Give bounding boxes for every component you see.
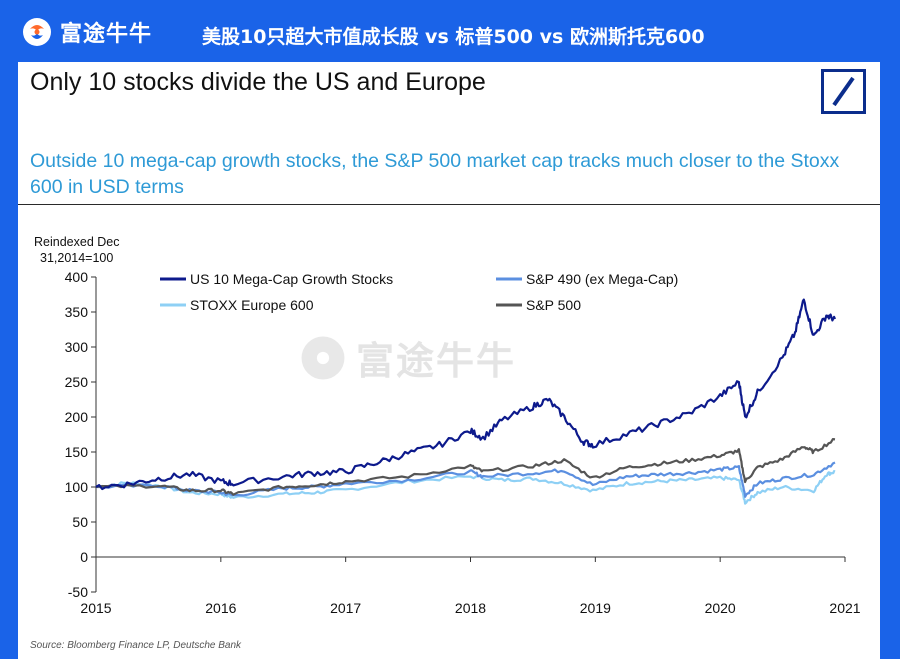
deutsche-bank-logo-icon xyxy=(821,69,866,114)
y-tick-label: 100 xyxy=(65,479,89,495)
x-tick-label: 2016 xyxy=(205,600,236,616)
futu-logo-icon xyxy=(23,18,51,46)
watermark-text: 富途牛牛 xyxy=(356,339,517,383)
y-axis: -50 0 50 100 150 200 250 300 350 400 xyxy=(65,269,97,600)
y-label-line: Reindexed Dec xyxy=(34,235,119,249)
y-tick-label: 250 xyxy=(65,374,89,390)
x-tick-label: 2015 xyxy=(80,600,111,616)
slide-title: Only 10 stocks divide the US and Europe xyxy=(30,68,486,96)
y-tick-label: 0 xyxy=(80,549,88,565)
y-tick-label: 150 xyxy=(65,444,89,460)
y-label-line: 31,2014=100 xyxy=(40,251,113,265)
series-line xyxy=(95,470,836,505)
y-tick-label: 300 xyxy=(65,339,89,355)
y-tick-label: 200 xyxy=(65,409,89,425)
watermark: 富途牛牛 xyxy=(300,330,516,385)
series-lines xyxy=(95,298,837,505)
x-tick-label: 2019 xyxy=(580,600,611,616)
y-axis-label: Reindexed Dec 31,2014=100 xyxy=(34,235,119,265)
legend-label: S&P 490 (ex Mega-Cap) xyxy=(526,271,678,287)
x-tick-label: 2017 xyxy=(330,600,361,616)
source-note: Source: Bloomberg Finance LP, Deutsche B… xyxy=(30,640,242,651)
x-tick-label: 2020 xyxy=(705,600,736,616)
brand-name: 富途牛牛 xyxy=(60,22,153,47)
legend-label: STOXX Europe 600 xyxy=(190,297,314,313)
line-chart: Reindexed Dec 31,2014=100 -50 0 50 100 150 200… xyxy=(34,235,861,616)
y-tick-label: 50 xyxy=(72,514,88,530)
x-tick-label: 2021 xyxy=(829,600,860,616)
slide-subtitle: Outside 10 mega-cap growth stocks, the S… xyxy=(30,150,840,198)
top-banner: 富途牛牛 美股10只超大市值成长股 vs 标普500 vs 欧洲斯托克600 xyxy=(0,0,900,62)
slide-card: Only 10 stocks divide the US and Europe … xyxy=(18,62,880,659)
series-line xyxy=(95,298,837,491)
y-tick-label: 400 xyxy=(65,269,89,285)
watermark-logo-icon xyxy=(301,336,345,379)
divider xyxy=(18,204,880,205)
y-tick-label: -50 xyxy=(68,584,88,600)
legend-label: S&P 500 xyxy=(526,297,581,313)
series-line xyxy=(95,461,836,498)
legend-label: US 10 Mega-Cap Growth Stocks xyxy=(190,271,393,287)
y-tick-label: 350 xyxy=(65,304,89,320)
x-tick-label: 2018 xyxy=(455,600,486,616)
header-title: 美股10只超大市值成长股 vs 标普500 vs 欧洲斯托克600 xyxy=(202,26,705,48)
series-line xyxy=(95,438,836,496)
brand: 富途牛牛 xyxy=(22,16,152,48)
x-axis: 2015 2016 2017 2018 2019 2020 2021 xyxy=(80,556,861,616)
legend: US 10 Mega-Cap Growth Stocks S&P 490 (ex … xyxy=(160,271,678,313)
